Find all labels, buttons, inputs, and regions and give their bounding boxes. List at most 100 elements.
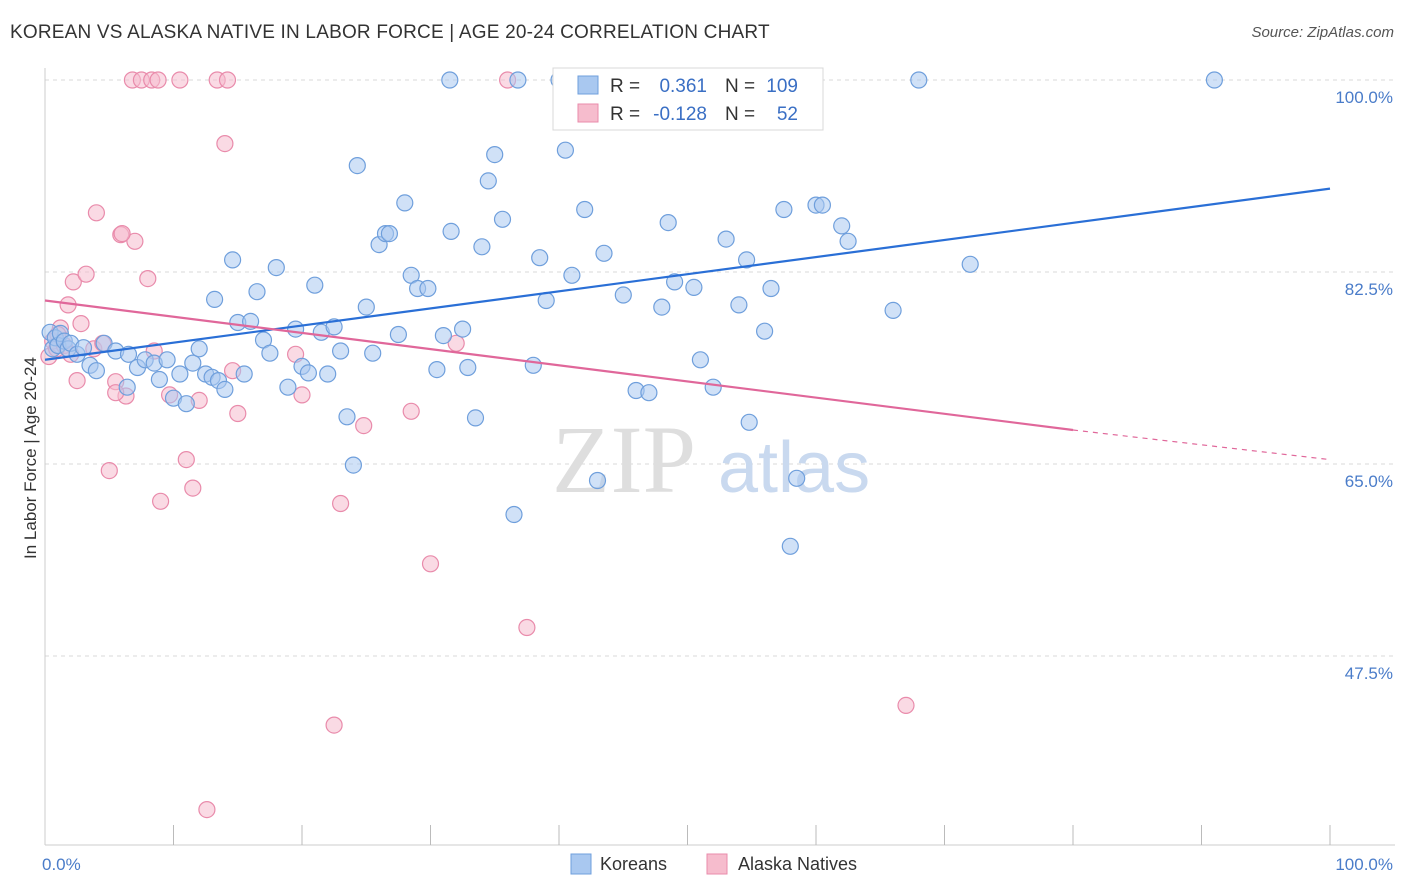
point-koreans-49	[344, 456, 362, 474]
point-koreans-76	[563, 266, 581, 284]
point-koreans-14	[119, 345, 138, 363]
point-alaska-natives-36	[325, 716, 343, 734]
point-koreans-31	[206, 290, 224, 308]
point-koreans-30	[224, 251, 242, 269]
axes	[44, 68, 1395, 846]
point-koreans-90	[730, 296, 748, 314]
point-koreans-93	[755, 322, 774, 340]
point-alaska-natives-38	[355, 417, 373, 435]
point-koreans-19	[150, 370, 168, 389]
point-koreans-29	[216, 380, 234, 398]
point-koreans-39	[279, 378, 297, 396]
chart-title: KOREAN VS ALASKA NATIVE IN LABOR FORCE |…	[10, 22, 770, 43]
point-koreans-85	[665, 273, 684, 291]
point-koreans-87	[691, 351, 710, 369]
legend: Koreans Alaska Natives	[570, 853, 857, 875]
y-axis-label: In Labor Force | Age 20-24	[21, 357, 40, 559]
point-alaska-natives-11	[87, 204, 106, 222]
y-tick-labels: 47.5% 65.0% 82.5% 100.0%	[1335, 88, 1393, 683]
point-koreans-56	[389, 325, 407, 344]
point-alaska-natives-27	[184, 479, 202, 497]
point-koreans-91	[737, 251, 756, 269]
stats-r-label-alaska-natives: R =	[610, 104, 640, 125]
point-alaska-natives-39	[402, 402, 420, 420]
point-koreans-45	[319, 365, 337, 383]
point-koreans-101	[839, 232, 857, 250]
watermark-atlas: atlas	[718, 428, 870, 508]
point-koreans-50	[348, 157, 366, 175]
point-koreans-100	[833, 217, 851, 235]
point-koreans-20	[158, 351, 176, 369]
point-koreans-42	[299, 364, 317, 382]
x-tick-label-0: 0.0%	[42, 855, 81, 874]
x-tick-label-1: 100.0%	[1335, 855, 1393, 874]
point-koreans-70	[493, 210, 512, 228]
watermark-zip: ZIP	[552, 406, 696, 513]
point-alaska-natives-6	[64, 273, 82, 291]
point-koreans-11	[87, 362, 106, 380]
point-koreans-47	[332, 342, 350, 360]
point-koreans-75	[556, 141, 575, 159]
y-tick-label-0: 47.5%	[1345, 664, 1393, 683]
point-alaska-natives-40	[421, 555, 440, 573]
point-koreans-51	[357, 298, 375, 316]
point-alaska-natives-23	[152, 492, 170, 510]
point-koreans-52	[364, 344, 382, 362]
series-alaska-natives-points	[40, 71, 915, 819]
point-koreans-84	[659, 214, 677, 232]
stats-n-value-koreans: 109	[766, 76, 798, 97]
stats-n-label-alaska-natives: N =	[725, 104, 755, 125]
point-koreans-89	[717, 230, 735, 248]
point-alaska-natives-13	[100, 462, 118, 480]
point-koreans-60	[419, 279, 437, 298]
point-koreans-48	[338, 408, 356, 426]
legend-label-alaska-natives: Alaska Natives	[738, 854, 857, 874]
point-koreans-62	[434, 327, 452, 345]
point-alaska-natives-31	[218, 71, 237, 89]
series-koreans-points	[41, 71, 1224, 555]
point-koreans-96	[788, 469, 806, 487]
point-koreans-79	[595, 244, 613, 262]
point-koreans-25	[190, 340, 208, 358]
point-koreans-65	[459, 358, 477, 377]
trendline-koreans	[44, 187, 1331, 361]
point-koreans-64	[454, 320, 472, 338]
point-koreans-55	[380, 225, 398, 243]
point-alaska-natives-22	[149, 71, 167, 89]
point-koreans-16	[118, 378, 136, 396]
stats-r-value-koreans: 0.361	[659, 76, 707, 97]
trendline-alaska-natives	[44, 299, 1074, 432]
watermark: ZIP atlas	[552, 406, 870, 513]
point-koreans-97	[781, 537, 799, 555]
point-alaska-natives-18	[126, 232, 144, 250]
point-koreans-83	[653, 298, 671, 316]
point-koreans-69	[486, 146, 504, 164]
point-koreans-71	[505, 505, 523, 524]
point-koreans-77	[576, 200, 594, 219]
point-alaska-natives-33	[229, 404, 247, 423]
point-koreans-57	[396, 194, 414, 212]
point-alaska-natives-50	[113, 225, 131, 243]
point-koreans-61	[428, 361, 446, 379]
point-koreans-72	[524, 356, 542, 374]
point-alaska-natives-45	[897, 696, 915, 715]
point-koreans-66	[466, 409, 485, 427]
point-koreans-24	[184, 354, 202, 372]
stats-n-label-koreans: N =	[725, 76, 755, 97]
point-alaska-natives-20	[139, 270, 157, 288]
point-alaska-natives-30	[216, 135, 234, 153]
point-alaska-natives-7	[68, 372, 86, 390]
source-label: Source: ZipAtlas.com	[1251, 24, 1394, 41]
point-alaska-natives-26	[177, 451, 195, 469]
point-koreans-43	[306, 276, 324, 294]
point-koreans-107	[441, 71, 459, 89]
point-koreans-86	[685, 278, 703, 296]
point-alaska-natives-46	[198, 800, 216, 819]
point-koreans-103	[910, 71, 928, 89]
point-koreans-33	[235, 365, 253, 383]
point-alaska-natives-8	[72, 315, 90, 333]
stats-swatch-koreans	[577, 75, 599, 95]
legend-label-koreans: Koreans	[600, 854, 667, 874]
point-koreans-99	[813, 196, 832, 214]
